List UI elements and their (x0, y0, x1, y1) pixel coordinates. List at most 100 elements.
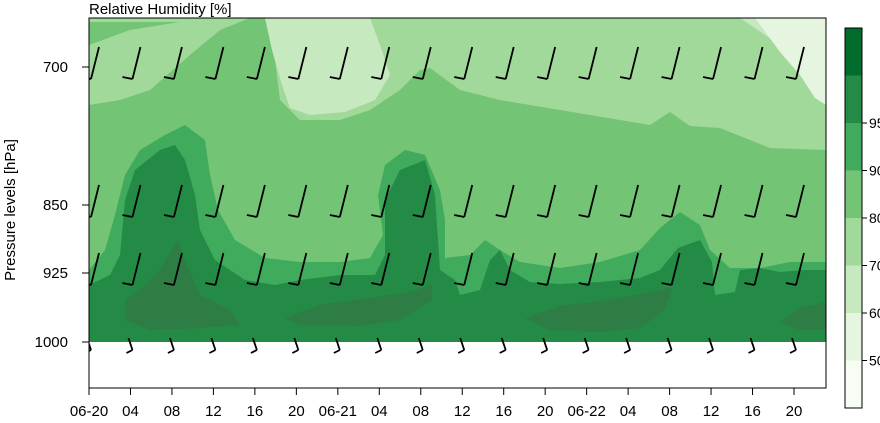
wind-barb (702, 46, 722, 80)
wind-barb (205, 46, 225, 80)
x-tick-label: 20 (537, 403, 554, 418)
x-axis: 06-20 04 08 12 16 20 06-21 04 08 12 16 20 06-22 04 08 1… (70, 388, 803, 420)
y-tick-label: 1000 (35, 334, 68, 351)
chart-title: Relative Humidity [%] (89, 1, 232, 18)
wind-barb (246, 252, 266, 286)
rh-contour-core-b (285, 285, 432, 326)
y-tick-label: 850 (43, 197, 68, 214)
wind-barb (619, 252, 639, 286)
wind-barb (619, 184, 639, 218)
colorbar-segment (845, 75, 862, 123)
wind-barb (333, 337, 341, 354)
wind-barb (744, 184, 764, 218)
colorbar-segment (845, 218, 862, 266)
wind-barb (205, 184, 225, 218)
wind-barb (416, 337, 424, 354)
x-tick-label: 04 (122, 403, 139, 418)
wind-barb (578, 46, 598, 80)
wind-barb (329, 46, 349, 80)
wind-barb (702, 184, 722, 218)
wind-barb (785, 46, 805, 80)
wind-barb (250, 337, 258, 354)
plot-area (89, 18, 826, 388)
wind-barb (536, 46, 557, 80)
y-tick-label: 925 (43, 265, 68, 282)
wind-barb (122, 252, 142, 286)
wind-barb (122, 46, 142, 80)
wind-barb (536, 184, 557, 218)
x-tick-label: 06-21 (319, 403, 357, 418)
rh-contour-core-c (525, 288, 672, 332)
x-tick-label: 16 (247, 403, 264, 418)
wind-barb (246, 184, 266, 218)
wind-barb (744, 46, 764, 80)
x-tick-label: 04 (620, 403, 637, 418)
wind-barb (785, 184, 805, 218)
wind-barb (163, 184, 183, 218)
colorbar-segment (845, 123, 862, 171)
x-tick-label: 20 (786, 403, 803, 418)
colorbar-tick-label: 60 (869, 305, 880, 321)
wind-barb (744, 252, 764, 286)
wind-barb (495, 252, 515, 286)
plot-frame (88, 17, 827, 389)
wind-barb (288, 252, 308, 286)
wind-barb (288, 184, 308, 218)
wind-barb (374, 337, 383, 354)
rh-contour-80-90-left (89, 22, 180, 45)
x-tick-label: 06-22 (567, 403, 605, 418)
x-tick-label: 12 (454, 403, 471, 418)
x-tick-label: 16 (744, 403, 761, 418)
wind-barb (661, 46, 681, 80)
wind-barb (457, 337, 466, 354)
wind-barb (661, 252, 681, 286)
x-tick-label: 12 (703, 403, 720, 418)
wind-barb (785, 252, 805, 286)
x-tick-label: 12 (205, 403, 222, 418)
wind-barb (495, 46, 515, 80)
rh-contour-95-100-a (89, 145, 826, 342)
wind-barb (536, 252, 557, 286)
wind-barb (454, 46, 474, 80)
wind-barb (789, 337, 797, 354)
y-axis-label: Pressure levels [hPa] (2, 139, 19, 281)
wind-barb (412, 46, 432, 80)
wind-barb (291, 337, 300, 354)
wind-barb (582, 337, 590, 354)
y-axis: 700 850 925 1000 (35, 59, 89, 351)
colorbar: 50 60 70 80 90 95 (844, 27, 880, 409)
wind-barb (412, 252, 432, 286)
x-tick-label: 04 (371, 403, 388, 418)
wind-barb (163, 252, 183, 286)
x-tick-label: 20 (288, 403, 305, 418)
wind-barb (623, 337, 631, 354)
wind-barb (246, 46, 266, 80)
colorbar-tick-label: 50 (869, 353, 880, 369)
wind-barb (706, 337, 714, 354)
wind-barb (209, 337, 217, 354)
wind-barb (540, 337, 549, 354)
y-tick-label: 700 (43, 59, 68, 76)
wind-barb (371, 252, 391, 286)
rh-contour-60-70-a (265, 18, 390, 115)
wind-barb (205, 252, 225, 286)
wind-barb (89, 341, 92, 353)
wind-barb (495, 184, 515, 218)
wind-barb (578, 252, 598, 286)
wind-barb (702, 252, 722, 286)
wind-barb (126, 337, 134, 354)
wind-barb (665, 337, 673, 354)
colorbar-segment (845, 265, 862, 313)
wind-barb (578, 184, 598, 218)
x-tick-label: 08 (412, 403, 429, 418)
wind-barb (499, 337, 507, 354)
wind-barb (163, 46, 183, 80)
wind-barb (748, 337, 756, 354)
wind-barb (661, 184, 681, 218)
wind-barb (167, 337, 175, 354)
wind-barb (329, 252, 349, 286)
wind-barbs (89, 46, 805, 354)
colorbar-tick-label: 70 (869, 258, 880, 274)
